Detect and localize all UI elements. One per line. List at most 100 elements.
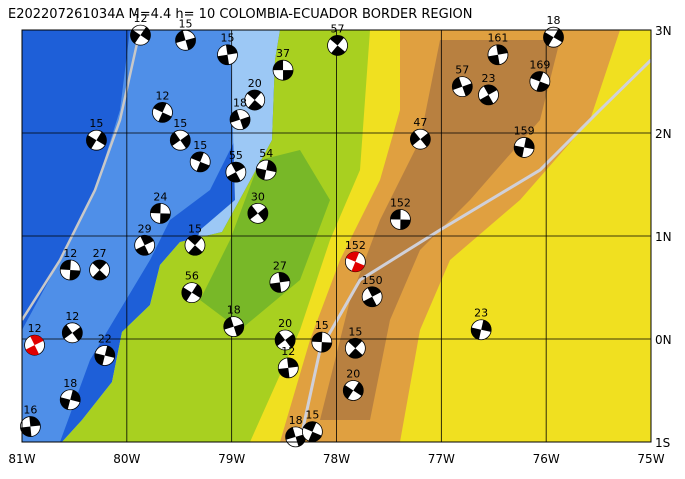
beachball-quadrant	[488, 54, 500, 65]
beachball-quadrant	[30, 335, 44, 346]
beachball	[61, 322, 83, 344]
beachball	[19, 416, 41, 437]
beachball	[175, 29, 196, 51]
beachball	[217, 44, 238, 66]
beachball-quadrant	[187, 235, 202, 246]
depth-label: 12	[28, 322, 42, 335]
beachball-quadrant	[191, 284, 202, 298]
x-tick-label: 80W	[113, 452, 140, 466]
beachball	[269, 271, 291, 293]
beachball-quadrant	[225, 44, 238, 55]
depth-label: 150	[362, 274, 383, 287]
beachball	[247, 202, 269, 224]
forest	[200, 150, 330, 330]
beachball-quadrant	[256, 168, 267, 180]
beachball-quadrant	[231, 162, 245, 173]
depth-label: 55	[229, 149, 243, 162]
depth-label: 20	[248, 77, 262, 90]
beachball-quadrant	[514, 145, 525, 158]
beachball	[152, 102, 173, 123]
beachball-quadrant	[96, 131, 107, 146]
depth-label: 12	[63, 247, 77, 260]
beachball	[229, 109, 251, 131]
depth-label: 56	[185, 270, 199, 283]
depth-label: 22	[98, 332, 112, 345]
depth-label: 15	[89, 117, 103, 130]
beachball-quadrant	[452, 77, 463, 90]
y-tick-label: 1S	[655, 436, 670, 450]
x-tick-label: 78W	[323, 452, 350, 466]
beachball	[390, 209, 411, 230]
beachball	[478, 84, 499, 106]
depth-label: 24	[153, 190, 167, 203]
depth-label: 12	[281, 345, 295, 358]
title: E202207261034A M=4.4 h= 10 COLOMBIA-ECUA…	[8, 7, 473, 22]
beachball	[451, 76, 473, 98]
depth-label: 23	[482, 72, 496, 85]
depth-label: 37	[276, 47, 290, 60]
y-tick-label: 3N	[655, 24, 672, 38]
beachball	[189, 151, 211, 173]
beachball-quadrant	[69, 269, 81, 280]
beachball	[59, 389, 81, 411]
depth-label: 159	[514, 124, 535, 137]
beachball-quadrant	[104, 345, 115, 358]
beachball-quadrant	[257, 207, 268, 222]
beachball-quadrant	[240, 116, 251, 130]
beachball-quadrant	[25, 345, 40, 356]
beachball-quadrant	[223, 317, 234, 330]
beachball-quadrant	[158, 112, 172, 123]
beachball	[130, 24, 151, 46]
depth-label: 18	[63, 377, 77, 390]
beachball-quadrant	[227, 172, 241, 183]
beachball	[225, 161, 247, 183]
beachball-quadrant	[160, 213, 171, 224]
beachball-quadrant	[295, 433, 306, 447]
beachball-quadrant	[94, 353, 105, 366]
beachball-quadrant	[86, 135, 97, 149]
beachball	[134, 234, 156, 256]
beachball	[529, 71, 551, 92]
beachball-quadrant	[217, 54, 230, 65]
x-tick-label: 81W	[8, 452, 35, 466]
depth-label: 15	[220, 32, 234, 45]
depth-label: 152	[390, 197, 411, 210]
beachball	[311, 331, 333, 353]
beachball	[327, 35, 348, 56]
frame	[21, 29, 652, 443]
beachball-quadrant	[130, 29, 141, 44]
depth-label: 15	[188, 222, 202, 235]
depth-label: 20	[346, 368, 360, 381]
beachball-quadrant	[278, 272, 290, 283]
beachball-quadrant	[248, 100, 263, 111]
beachball-quadrant	[135, 245, 149, 256]
depth-label: 54	[259, 147, 273, 160]
beachball-quadrant	[150, 203, 161, 214]
depth-label: 57	[455, 64, 469, 77]
depth-label: 20	[278, 317, 292, 330]
beachball-quadrant	[190, 151, 204, 162]
beachball	[89, 259, 110, 281]
beachball-quadrant	[266, 160, 277, 173]
beachball-quadrant	[285, 333, 296, 348]
beachball-quadrant	[285, 427, 296, 440]
coastal-water	[62, 30, 280, 442]
beachball-quadrant	[390, 209, 401, 220]
depth-label: 23	[474, 307, 488, 320]
beachball-quadrant	[481, 319, 492, 332]
beachball-quadrant	[185, 37, 196, 50]
beachball	[94, 345, 116, 366]
x-tick-label: 77W	[428, 452, 455, 466]
depth-label: 12	[133, 12, 147, 25]
beachball-quadrant	[20, 426, 32, 437]
beachball	[277, 357, 299, 379]
depth-label: 18	[233, 97, 247, 110]
depth-label: 47	[413, 116, 427, 129]
beachball-quadrant	[140, 235, 154, 246]
beachball-quadrant	[170, 132, 181, 146]
beachball-quadrant	[180, 134, 191, 149]
depth-label: 18	[227, 304, 241, 317]
depth-label: 29	[138, 222, 152, 235]
beachball	[223, 316, 245, 338]
